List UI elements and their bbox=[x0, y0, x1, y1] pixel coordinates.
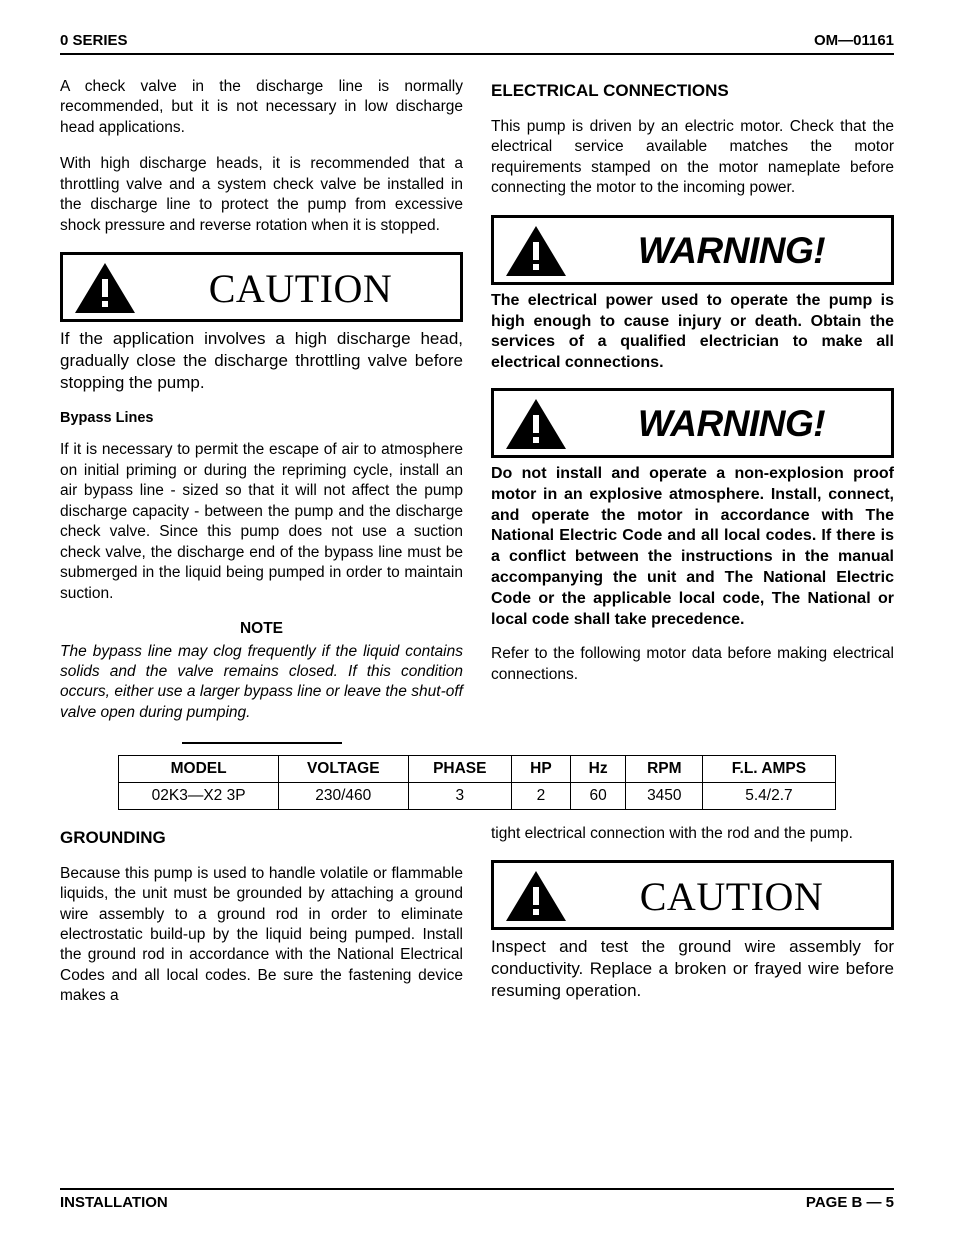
warning-triangle-icon bbox=[504, 224, 568, 278]
col-voltage: VOLTAGE bbox=[278, 755, 408, 782]
warning-triangle-icon bbox=[504, 397, 568, 451]
bottom-two-column-layout: GROUNDING Because this pump is used to h… bbox=[60, 824, 894, 1007]
warning-triangle-icon bbox=[504, 869, 568, 923]
left-column: A check valve in the discharge line is n… bbox=[60, 77, 463, 753]
caution-label: CAUTION bbox=[582, 873, 881, 920]
page: 0 SERIES OM—01161 A check valve in the d… bbox=[0, 0, 954, 1235]
col-hp: HP bbox=[511, 755, 570, 782]
cell-rpm: 3450 bbox=[626, 782, 703, 809]
motor-data-table-wrap: MODEL VOLTAGE PHASE HP Hz RPM F.L. AMPS … bbox=[60, 755, 894, 810]
paragraph: This pump is driven by an electric motor… bbox=[491, 117, 894, 199]
footer-left: INSTALLATION bbox=[60, 1194, 168, 1211]
bottom-right-column: tight electrical connection with the rod… bbox=[491, 824, 894, 1007]
paragraph: Because this pump is used to handle vola… bbox=[60, 864, 463, 1007]
cell-voltage: 230/460 bbox=[278, 782, 408, 809]
warning-triangle-icon bbox=[73, 261, 137, 315]
warning-box: WARNING! bbox=[491, 215, 894, 285]
paragraph: With high discharge heads, it is recomme… bbox=[60, 154, 463, 236]
note-heading: NOTE bbox=[60, 620, 463, 638]
note-rule bbox=[60, 731, 463, 749]
page-footer: INSTALLATION PAGE B — 5 bbox=[60, 1188, 894, 1211]
col-rpm: RPM bbox=[626, 755, 703, 782]
paragraph: If it is necessary to permit the escape … bbox=[60, 440, 463, 604]
cell-hp: 2 bbox=[511, 782, 570, 809]
caution-box: CAUTION bbox=[60, 252, 463, 322]
caution-label: CAUTION bbox=[151, 265, 450, 312]
bottom-left-column: GROUNDING Because this pump is used to h… bbox=[60, 824, 463, 1007]
note-body: The bypass line may clog frequently if t… bbox=[60, 642, 463, 723]
motor-data-table: MODEL VOLTAGE PHASE HP Hz RPM F.L. AMPS … bbox=[118, 755, 835, 810]
warning-body: Do not install and operate a non-explosi… bbox=[491, 464, 894, 630]
warning-label: WARNING! bbox=[582, 403, 881, 445]
table-header-row: MODEL VOLTAGE PHASE HP Hz RPM F.L. AMPS bbox=[119, 755, 835, 782]
col-hz: Hz bbox=[570, 755, 625, 782]
caution-body: If the application involves a high disch… bbox=[60, 328, 463, 394]
caution-body: Inspect and test the ground wire assembl… bbox=[491, 936, 894, 1002]
cell-flamps: 5.4/2.7 bbox=[703, 782, 835, 809]
col-flamps: F.L. AMPS bbox=[703, 755, 835, 782]
warning-box: WARNING! bbox=[491, 388, 894, 458]
two-column-layout: A check valve in the discharge line is n… bbox=[60, 77, 894, 753]
page-header: 0 SERIES OM—01161 bbox=[60, 32, 894, 55]
cell-hz: 60 bbox=[570, 782, 625, 809]
footer-right: PAGE B — 5 bbox=[806, 1194, 894, 1211]
bypass-lines-heading: Bypass Lines bbox=[60, 410, 463, 426]
electrical-connections-heading: ELECTRICAL CONNECTIONS bbox=[491, 81, 894, 101]
table-row: 02K3—X2 3P 230/460 3 2 60 3450 5.4/2.7 bbox=[119, 782, 835, 809]
paragraph: tight electrical connection with the rod… bbox=[491, 824, 894, 844]
header-right: OM—01161 bbox=[814, 32, 894, 49]
col-phase: PHASE bbox=[408, 755, 511, 782]
cell-phase: 3 bbox=[408, 782, 511, 809]
grounding-heading: GROUNDING bbox=[60, 828, 463, 848]
right-column: ELECTRICAL CONNECTIONS This pump is driv… bbox=[491, 77, 894, 753]
paragraph: Refer to the following motor data before… bbox=[491, 644, 894, 685]
col-model: MODEL bbox=[119, 755, 278, 782]
paragraph: A check valve in the discharge line is n… bbox=[60, 77, 463, 138]
warning-label: WARNING! bbox=[582, 230, 881, 272]
caution-box: CAUTION bbox=[491, 860, 894, 930]
warning-body: The electrical power used to operate the… bbox=[491, 291, 894, 374]
header-left: 0 SERIES bbox=[60, 32, 128, 49]
cell-model: 02K3—X2 3P bbox=[119, 782, 278, 809]
